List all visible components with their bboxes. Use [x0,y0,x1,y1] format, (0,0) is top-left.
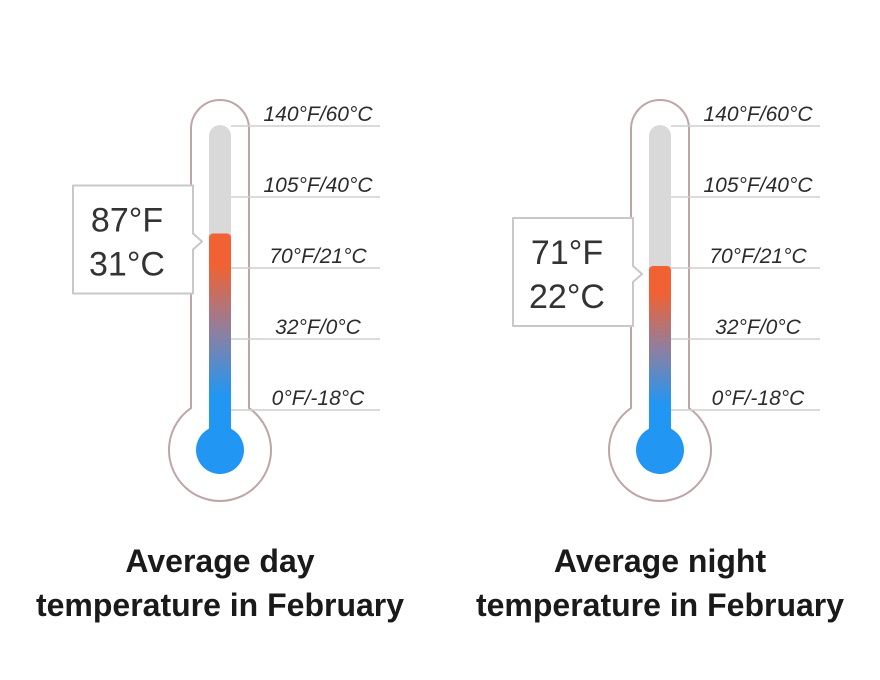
temperature-fill-bar [649,265,671,445]
night-thermometer: 140°F/60°C 105°F/40°C 70°F/21°C 32°F/0°C 0°F… [476,99,844,623]
readout-callout [72,184,203,295]
temperature-fill-bar [209,233,231,445]
readout-celsius: 31°C [89,246,165,284]
readout-callout [512,216,643,327]
chart-caption-line: Average night [554,543,767,579]
readout-celsius: 22°C [529,278,605,316]
tick-label: 32°F/0°C [275,316,361,339]
thermometer-bulb [196,426,244,474]
tick-label: 0°F/-18°C [712,387,805,410]
tick-label: 70°F/21°C [709,245,807,268]
chart-caption-line: Average day [125,543,314,579]
tick-label: 105°F/40°C [263,174,373,197]
chart-caption-line: temperature in February [476,587,844,623]
tick-label: 140°F/60°C [703,103,813,126]
tick-label: 0°F/-18°C [272,387,365,410]
chart-caption-line: temperature in February [36,587,404,623]
day-thermometer: 140°F/60°C 105°F/40°C 70°F/21°C 32°F/0°C 0°F… [36,99,404,623]
tick-label: 105°F/40°C [703,174,813,197]
tick-label: 32°F/0°C [715,316,801,339]
tick-label: 70°F/21°C [269,245,367,268]
readout-fahrenheit: 71°F [531,234,603,272]
thermometer-bulb [636,426,684,474]
readout-fahrenheit: 87°F [91,202,163,240]
tick-label: 140°F/60°C [263,103,373,126]
